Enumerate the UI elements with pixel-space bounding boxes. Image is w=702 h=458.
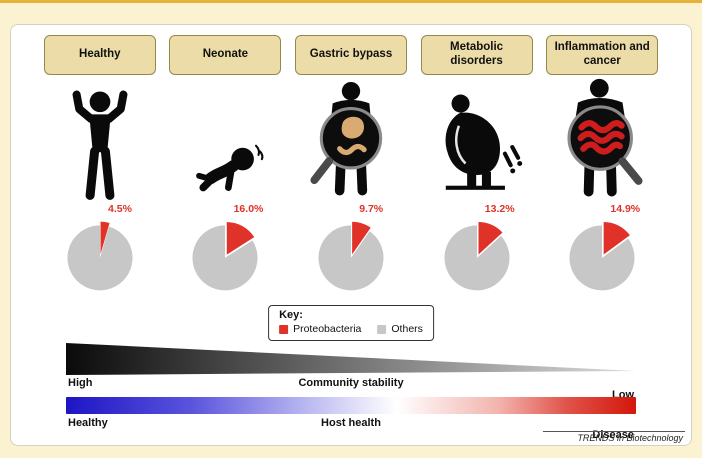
column-healthy: Healthy 4.5%	[37, 31, 163, 295]
icon-area	[539, 75, 665, 203]
pie-chart-gastric-bypass	[312, 217, 390, 295]
community-stability-gradient	[66, 343, 636, 375]
proteobacteria-swatch	[279, 324, 289, 334]
legend-others-label: Others	[391, 323, 423, 335]
column-header-healthy: Healthy	[43, 35, 156, 75]
pie-chart-healthy	[61, 217, 139, 295]
proteobacteria-percentage: 14.9%	[610, 203, 641, 215]
pie-chart-neonate	[186, 217, 264, 295]
column-label: Metabolic disorders	[450, 41, 504, 67]
proteobacteria-percentage: 13.2%	[484, 203, 515, 215]
icon-area	[414, 75, 540, 203]
column-inflammation-cancer: Inflammation and cancer	[539, 31, 665, 295]
column-header-inflammation-cancer: Inflammation and cancer	[546, 35, 659, 75]
column-metabolic-disorders: Metabolic disorders	[414, 31, 540, 295]
column-header-metabolic-disorders: Metabolic disorders	[420, 35, 533, 75]
health-healthy-label: Healthy	[68, 417, 108, 429]
icon-area	[288, 75, 414, 203]
proteobacteria-percentage: 16.0%	[233, 203, 264, 215]
healthy-person-icon	[72, 90, 128, 200]
health-disease-label: Disease	[592, 429, 634, 441]
journal-attribution: TRENDS in Biotechnology	[543, 431, 685, 443]
others-swatch	[377, 324, 387, 334]
magnifier-inflamed-gut-person-icon	[567, 78, 643, 197]
column-gastric-bypass: Gastric bypass 9.7%	[288, 31, 414, 295]
host-health-bar	[66, 397, 636, 414]
legend: Key: Proteobacteria Others	[268, 305, 434, 341]
column-label: Gastric bypass	[309, 48, 393, 61]
legend-title: Key:	[279, 309, 303, 321]
crawling-baby-icon	[196, 144, 264, 192]
stability-axis-labels: High Community stability Low	[66, 377, 636, 401]
pie-chart-metabolic-disorders	[438, 217, 516, 295]
proteobacteria-percentage: 4.5%	[108, 203, 132, 215]
health-axis-labels: Healthy Host health Disease	[66, 417, 636, 441]
health-center-label: Host health	[321, 417, 381, 429]
legend-items: Proteobacteria Others	[279, 323, 423, 335]
columns-row: Healthy 4.5%	[37, 31, 665, 295]
proteobacteria-percentage: 9.7%	[359, 203, 384, 215]
column-label: Healthy	[79, 48, 121, 61]
icon-area	[163, 75, 289, 203]
top-accent-strip	[0, 0, 702, 3]
stability-center-label: Community stability	[298, 377, 404, 389]
pie-chart-inflammation-cancer	[563, 217, 641, 295]
column-neonate: Neonate 16.0	[163, 31, 289, 295]
legend-proteobacteria-label: Proteobacteria	[293, 323, 362, 335]
figure-panel: Healthy 4.5%	[10, 24, 692, 446]
icon-area	[37, 75, 163, 203]
magnifier-gut-person-icon	[310, 81, 383, 196]
column-label: Neonate	[202, 48, 249, 61]
column-header-gastric-bypass: Gastric bypass	[294, 35, 407, 75]
obese-person-icon	[445, 94, 522, 190]
stability-high-label: High	[68, 377, 93, 389]
column-label: Inflammation and cancer	[554, 41, 650, 67]
column-header-neonate: Neonate	[169, 35, 282, 75]
